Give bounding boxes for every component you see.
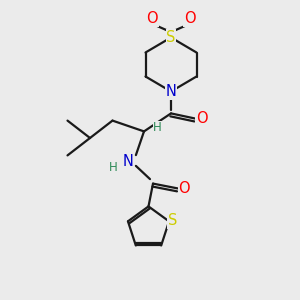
Text: O: O — [178, 181, 190, 196]
Text: N: N — [166, 84, 176, 99]
Text: S: S — [168, 213, 177, 228]
Text: H: H — [153, 121, 162, 134]
Text: O: O — [196, 111, 207, 126]
Text: O: O — [184, 11, 195, 26]
Text: S: S — [166, 30, 176, 45]
Text: O: O — [147, 11, 158, 26]
Text: N: N — [123, 154, 134, 169]
Text: H: H — [109, 160, 118, 174]
